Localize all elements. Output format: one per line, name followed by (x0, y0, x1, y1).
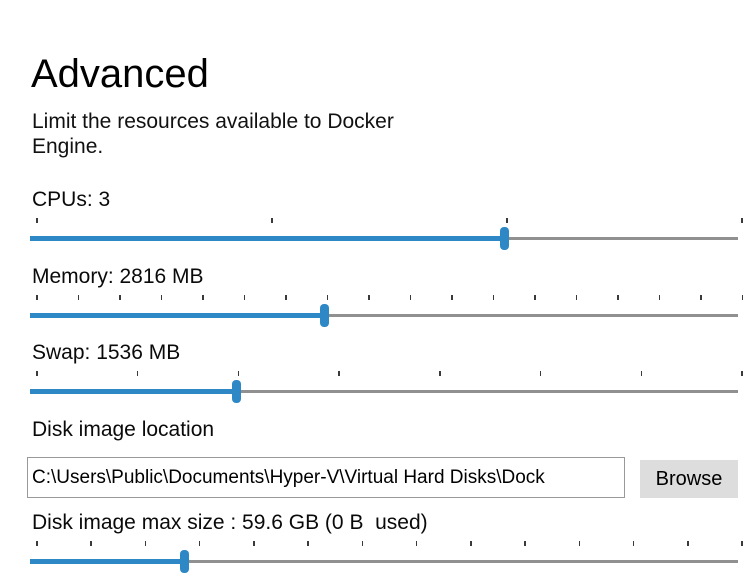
tick-mark (338, 371, 340, 376)
disk-image-max-size-slider-fill (30, 559, 184, 564)
tick-mark (409, 295, 411, 300)
disk-image-max-size-slider-thumb[interactable] (179, 550, 189, 573)
disk-image-max-size-label: Disk image max size : 59.6 GB (0 B used) (32, 511, 428, 534)
tick-mark (687, 541, 689, 546)
tick-mark (202, 295, 204, 300)
tick-mark (741, 218, 743, 223)
tick-mark (524, 541, 526, 546)
tick-mark (326, 295, 328, 300)
tick-mark (632, 541, 635, 546)
tick-mark (700, 295, 702, 300)
memory-slider-thumb[interactable] (319, 304, 329, 327)
tick-mark (470, 541, 472, 546)
cpus-label: CPUs: 3 (32, 188, 111, 211)
tick-mark (575, 295, 577, 300)
tick-mark (36, 541, 38, 546)
tick-mark (90, 541, 92, 546)
memory-slider-rail[interactable] (30, 314, 738, 317)
page-description: Limit the resources available to Docker … (32, 110, 394, 158)
tick-mark (119, 295, 121, 300)
memory-slider-fill (30, 313, 324, 318)
tick-mark (36, 295, 38, 300)
tick-mark (741, 295, 743, 300)
disk-image-max-size-tick-row (36, 541, 743, 547)
tick-mark (741, 371, 743, 376)
tick-mark (243, 295, 245, 300)
memory-tick-row (36, 295, 743, 301)
tick-mark (741, 541, 743, 546)
tick-mark (253, 541, 255, 546)
tick-mark (307, 541, 309, 546)
tick-mark (534, 295, 536, 300)
disk-image-max-size-slider-group: Disk image max size : 59.6 GB (0 B used) (0, 511, 749, 580)
memory-label: Memory: 2816 MB (32, 265, 204, 288)
tick-mark (539, 371, 542, 376)
disk-image-location-input[interactable] (27, 457, 625, 498)
tick-mark (640, 371, 643, 376)
tick-mark (198, 541, 201, 546)
swap-label: Swap: 1536 MB (32, 341, 181, 364)
tick-mark (144, 541, 147, 546)
tick-mark (578, 541, 581, 546)
page-title: Advanced (31, 51, 209, 96)
tick-mark (285, 295, 287, 300)
tick-mark (617, 295, 619, 300)
disk-image-max-size-slider-rail[interactable] (30, 560, 738, 563)
memory-slider-group: Memory: 2816 MB (0, 265, 749, 335)
tick-mark (439, 371, 441, 376)
swap-tick-row (36, 371, 743, 377)
cpus-slider-group: CPUs: 3 (0, 188, 749, 258)
browse-button[interactable]: Browse (640, 460, 738, 498)
swap-slider-rail[interactable] (30, 390, 738, 393)
tick-mark (492, 295, 494, 300)
swap-slider-group: Swap: 1536 MB (0, 341, 749, 411)
swap-slider-thumb[interactable] (231, 380, 241, 403)
tick-mark (160, 295, 162, 300)
cpus-slider-thumb[interactable] (499, 227, 509, 250)
tick-mark (451, 295, 453, 300)
tick-mark (361, 541, 364, 546)
tick-mark (658, 295, 660, 300)
tick-mark (136, 371, 139, 376)
cpus-tick-row (36, 218, 743, 224)
tick-mark (368, 295, 370, 300)
tick-mark (271, 218, 273, 223)
disk-image-location-label: Disk image location (32, 418, 215, 441)
cpus-slider-fill (30, 236, 504, 241)
tick-mark (506, 218, 508, 223)
tick-mark (237, 371, 240, 376)
tick-mark (415, 541, 418, 546)
tick-mark (77, 295, 79, 300)
tick-mark (36, 218, 38, 223)
tick-mark (36, 371, 38, 376)
swap-slider-fill (30, 389, 236, 394)
